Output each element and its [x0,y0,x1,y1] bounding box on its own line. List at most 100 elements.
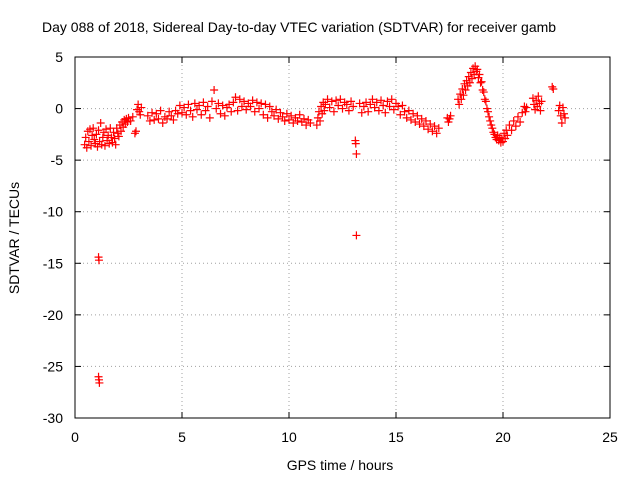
data-point [344,106,353,115]
data-point [467,74,476,83]
data-point [417,114,426,123]
data-point [242,105,251,114]
data-point [195,101,204,110]
data-point [165,107,174,116]
data-point [554,106,563,115]
data-point [537,97,546,106]
data-point [332,96,341,105]
data-point [214,99,223,108]
data-point [92,130,101,139]
data-point [476,78,485,87]
data-point [270,111,279,120]
data-point [255,104,264,113]
data-point [237,102,246,111]
data-point [259,110,268,119]
data-point [94,256,103,265]
data-point [109,128,118,137]
data-point [84,137,93,146]
data-point [182,110,191,119]
data-point [478,86,487,95]
data-point [152,109,161,118]
data-point [559,109,568,118]
data-point [114,132,123,141]
x-tick-label: 20 [495,429,511,445]
data-point [302,121,311,130]
data-point [130,129,139,138]
plot-area-frame [74,56,611,419]
data-point [357,108,366,117]
data-point [329,107,338,116]
data-point [505,121,514,130]
data-point [287,111,296,120]
data-point [446,111,455,120]
data-point [278,112,287,121]
data-point [205,113,214,122]
data-point [229,98,238,107]
data-point [317,102,326,111]
data-point [327,97,336,106]
data-point [404,106,413,115]
data-point [489,128,498,137]
axis-ticks: 0 5 10 15 20 25 -30 -25 -20 -15 -10 -5 0 5 [43,49,618,445]
data-point [276,108,285,117]
data-point [477,77,486,86]
x-axis-label: GPS time / hours [287,457,394,473]
data-point [485,112,494,121]
data-point [387,95,396,104]
data-point [507,126,516,135]
data-point [475,70,484,79]
data-point [88,131,97,140]
data-point [267,107,276,116]
data-point [385,102,394,111]
data-point [207,97,216,106]
data-point [548,82,557,91]
data-point [342,100,351,109]
y-tick-label: -25 [43,358,63,374]
data-point [457,95,466,104]
data-point [156,106,165,115]
data-point [561,113,570,122]
data-point [321,100,330,109]
data-point [235,95,244,104]
data-point [323,95,332,104]
data-point [364,107,373,116]
data-point [402,113,411,122]
data-point [137,103,146,112]
x-tick-label: 15 [388,429,404,445]
data-point [126,116,135,125]
data-point [248,96,257,105]
data-point [96,119,105,128]
data-point [415,120,424,129]
data-point [261,100,270,109]
data-point [295,110,304,119]
data-point [274,114,283,123]
data-point [459,91,468,100]
data-point [534,92,543,101]
data-point [158,119,167,128]
data-point [481,97,490,106]
data-point [218,101,227,110]
data-point [557,119,566,128]
data-point [102,125,111,134]
data-point [479,88,488,97]
data-point [173,109,182,118]
data-point [293,116,302,125]
data-point [154,114,163,123]
y-tick-label: 5 [55,49,63,65]
y-tick-label: -15 [43,255,63,271]
data-point [424,125,433,134]
data-point [509,116,518,125]
data-point [398,101,407,110]
data-point [409,109,418,118]
data-point [549,84,558,93]
data-point [488,124,497,133]
data-point [299,114,308,123]
data-point [461,86,470,95]
data-point [352,149,361,158]
data-point [351,139,360,148]
data-point [434,124,443,133]
data-point [150,115,159,124]
data-point [201,106,210,115]
data-point [199,98,208,107]
x-tick-label: 10 [281,429,297,445]
